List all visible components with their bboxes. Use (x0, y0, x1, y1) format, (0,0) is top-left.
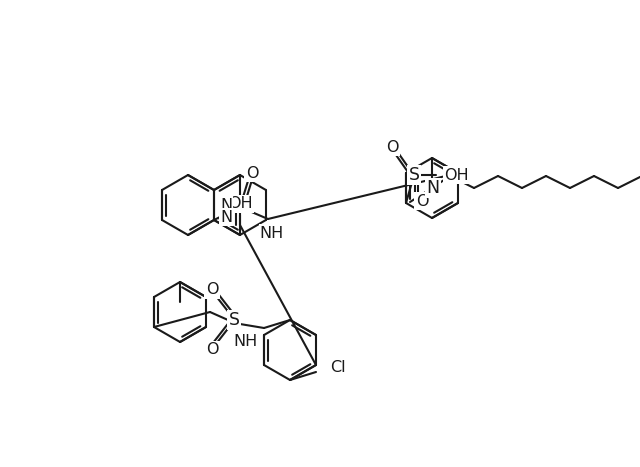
Text: OH: OH (228, 197, 252, 212)
Text: O: O (386, 140, 398, 155)
Text: OH: OH (444, 168, 468, 183)
Text: O: O (246, 165, 258, 181)
Text: N: N (426, 179, 440, 197)
Text: Cl: Cl (330, 361, 346, 375)
Text: S: S (228, 311, 239, 329)
Text: NH: NH (234, 334, 258, 349)
Text: O: O (205, 283, 218, 297)
Text: O: O (416, 193, 428, 208)
Text: O: O (205, 342, 218, 358)
Text: N: N (220, 198, 232, 212)
Text: N: N (220, 210, 232, 225)
Text: NH: NH (260, 226, 284, 241)
Text: S: S (408, 166, 419, 184)
